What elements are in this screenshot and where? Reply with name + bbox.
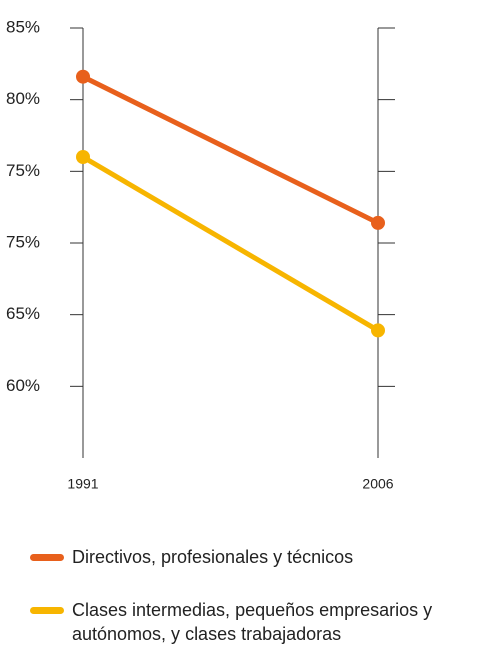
point [371,215,385,230]
legend-label: Directivos, profesionales y técnicos [72,547,354,567]
point [371,323,385,338]
legend-label: Clases intermedias, pequeños empresarios… [72,600,433,644]
series-line [81,74,380,226]
y-tick-label: 65% [6,304,40,323]
legend-swatch [30,554,64,561]
x-tick-label: 2006 [362,476,393,492]
legend-item: Directivos, profesionales y técnicos [30,545,438,569]
legend-item: Clases intermedias, pequeños empresarios… [30,598,438,646]
y-tick-label: 75% [6,161,40,180]
chart: 85% 80% 75% 75% 65% 60% 1991 2006 [6,17,395,492]
y-tick-label: 85% [6,17,40,36]
y-tick-label: 60% [6,376,40,395]
series-line [81,154,380,333]
y-tick-label: 75% [6,232,40,251]
point [76,150,90,164]
legend-swatch [30,607,64,614]
y-tick-label: 80% [6,89,40,108]
x-tick-label: 1991 [67,476,98,492]
point [76,69,90,84]
